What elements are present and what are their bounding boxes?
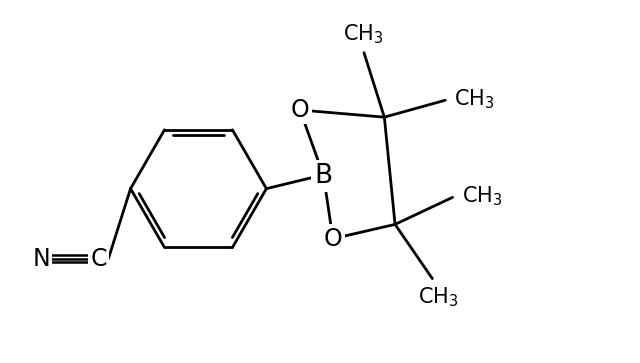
- Text: N: N: [32, 247, 50, 271]
- Text: O: O: [323, 227, 342, 251]
- Text: B: B: [314, 163, 333, 189]
- Text: CH$_3$: CH$_3$: [418, 285, 458, 309]
- Text: CH$_3$: CH$_3$: [454, 87, 495, 111]
- Text: CH$_3$: CH$_3$: [461, 184, 502, 208]
- Text: CH$_3$: CH$_3$: [342, 22, 383, 46]
- Text: C: C: [90, 247, 107, 271]
- Text: O: O: [291, 98, 309, 122]
